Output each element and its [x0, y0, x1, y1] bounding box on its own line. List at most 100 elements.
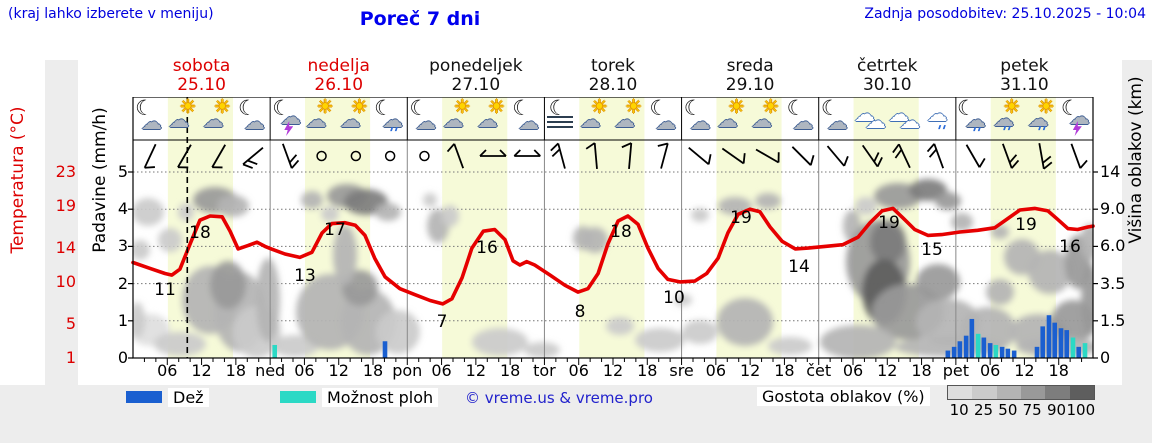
- density-segment: [1069, 386, 1094, 399]
- weather-icon-sun-rain: ☀ ☁ '': [1026, 98, 1059, 142]
- density-tick: 75: [1022, 401, 1042, 419]
- fog-glyph: [546, 116, 573, 128]
- x-tick: pet: [942, 361, 969, 380]
- weather-icon-moon-storm: ☾ ☁: [271, 98, 304, 140]
- x-tick: 12: [465, 361, 487, 380]
- temp-value-label: 15: [921, 240, 943, 260]
- lightning-glyph: [284, 121, 294, 136]
- weather-icon-moon-cloud: ☾ ☁: [648, 98, 681, 140]
- weather-icon-sun-cloud: ☀ ☁: [340, 98, 373, 140]
- rain-bar: [1046, 315, 1052, 358]
- temp-value-label: 19: [878, 213, 900, 233]
- x-tick: 12: [602, 361, 624, 380]
- moon-glyph: ☾: [683, 96, 703, 120]
- moon-glyph: ☾: [548, 96, 568, 120]
- rain-glyph: '': [932, 122, 948, 140]
- rain-bar: [951, 346, 957, 358]
- cloud-glyph: ☁: [899, 109, 921, 133]
- density-tick: 90: [1046, 401, 1067, 419]
- cloud-glyph: ☁: [826, 110, 848, 134]
- cloud-glyph: ☁: [339, 108, 361, 132]
- cloud-glyph: ☁: [614, 108, 636, 132]
- temp-value-label: 10: [663, 288, 685, 308]
- cloud-glyph: ☁: [865, 109, 887, 133]
- moon-glyph: ☾: [409, 96, 429, 120]
- moon-glyph: ☾: [135, 96, 154, 120]
- rain-bar: [987, 343, 993, 358]
- cloud-glyph: ☁: [202, 108, 224, 132]
- day-date: 29.10: [725, 75, 775, 95]
- weather-icon-moon-cloud: ☾ ☁: [820, 98, 853, 140]
- moon-glyph: ☾: [786, 96, 806, 120]
- weather-icon-moon-cloud: ☾ ☁: [134, 98, 167, 140]
- rain-bar: [382, 341, 388, 358]
- weather-icon-moon-cloud: ☾ ☁: [683, 98, 716, 140]
- day-name: ponedeljek: [429, 56, 523, 76]
- shower-legend-swatch: [280, 391, 316, 403]
- precip-axis-label: Padavine (mm/h): [90, 107, 110, 253]
- sun-glyph: ☀: [213, 96, 231, 118]
- temp-value-label: 13: [294, 266, 316, 286]
- sun-glyph: ☀: [350, 96, 368, 118]
- temperature-axis-label: Temperatura (°C): [8, 106, 28, 254]
- x-tick: 18: [911, 361, 932, 380]
- day-label-sobota: sobota 25.10: [133, 57, 270, 95]
- weather-icon-moon-rain: ☾ ☁ '': [374, 96, 407, 143]
- precip-tick: 2: [117, 273, 128, 293]
- temp-value-label: 8: [574, 302, 586, 322]
- cloud-glyph: ☁: [141, 110, 163, 134]
- moon-glyph: ☾: [1060, 96, 1080, 120]
- weather-icon-moon-storm: ☾ ☁: [1060, 98, 1093, 140]
- rain-legend-label: Dež: [168, 388, 209, 407]
- x-tick: 12: [739, 361, 761, 380]
- x-tick: sre: [669, 361, 694, 380]
- cloud-glyph: ☁: [244, 110, 265, 134]
- day-date: 28.10: [588, 75, 638, 95]
- moon-glyph: ☾: [374, 96, 393, 120]
- temp-value-label: 7: [436, 312, 448, 332]
- weather-icon-moon-rain: ☾ ☁ '': [957, 98, 990, 143]
- cloud-glyph: ☁: [854, 102, 876, 126]
- temp-tick: 1: [65, 348, 76, 367]
- cloud-glyph: ☁: [442, 108, 464, 132]
- day-name: nedelja: [307, 56, 370, 76]
- weather-icon-sun-cloud: ☀ ☁: [306, 98, 339, 140]
- x-tick: 18: [225, 361, 247, 380]
- day-label-petek: petek 31.10: [956, 57, 1093, 95]
- temp-value-label: 18: [610, 222, 632, 242]
- rain-bar: [1005, 348, 1011, 358]
- day-name: petek: [1000, 56, 1049, 76]
- x-tick: 18: [637, 361, 658, 380]
- x-tick: 06: [157, 361, 178, 380]
- lightning-glyph: [1072, 121, 1082, 136]
- temp-tick: 10: [55, 271, 76, 291]
- temp-value-label: 19: [730, 208, 752, 228]
- precip-tick: 5: [117, 162, 128, 181]
- weather-icon-moon-cloud: ☾ ☁: [237, 98, 270, 140]
- moon-glyph: ☾: [238, 96, 257, 120]
- sun-glyph: ☀: [762, 96, 780, 118]
- moon-glyph: ☾: [512, 96, 532, 120]
- temp-value-label: 18: [189, 223, 211, 243]
- day-name: torek: [590, 56, 635, 76]
- temp-tick: 5: [65, 314, 76, 334]
- day-date: 31.10: [1000, 75, 1049, 95]
- meteogram-plot: ☾ ☁ ☀ ☁ ☀ ☁ ☾ ☁ ☾ ☁ ☀ ☁ ☀ ☁ ☾ ☁ '' ☾ ☁ ☀ ☁ ☀ ☁ ☾ ☁ ☾ ☀ ☁ ☀ ☁ ☾ ☁ ☾ ☁ ☀ ☁ ☀ ☁ ☾…: [125, 97, 1101, 372]
- day-label-sreda: sreda 29.10: [682, 57, 819, 95]
- shower-bar: [975, 333, 981, 358]
- cloud-glyph: ☁: [993, 107, 1015, 131]
- cloud-glyph: ☁: [965, 108, 986, 132]
- shower-bar: [1082, 343, 1088, 358]
- cloud-density-label: Gostota oblakov (%): [757, 387, 930, 406]
- weather-icon-sun-cloud: ☀ ☁: [443, 98, 476, 140]
- cloud-height-axis-label: Višina oblakov (km): [1126, 76, 1146, 244]
- rain-bar: [1040, 326, 1046, 358]
- x-tick: 06: [568, 361, 589, 380]
- day-label-nedelja: nedelja 26.10: [270, 57, 407, 95]
- x-tick: pon: [392, 361, 423, 380]
- weather-icon-sun-cloud: ☀ ☁: [168, 98, 201, 140]
- cloud-glyph: ☁: [305, 108, 327, 132]
- density-tick: 100: [1066, 401, 1096, 419]
- weather-icon-cloudy: ☁ ☁: [888, 98, 921, 140]
- x-tick: 18: [362, 361, 384, 380]
